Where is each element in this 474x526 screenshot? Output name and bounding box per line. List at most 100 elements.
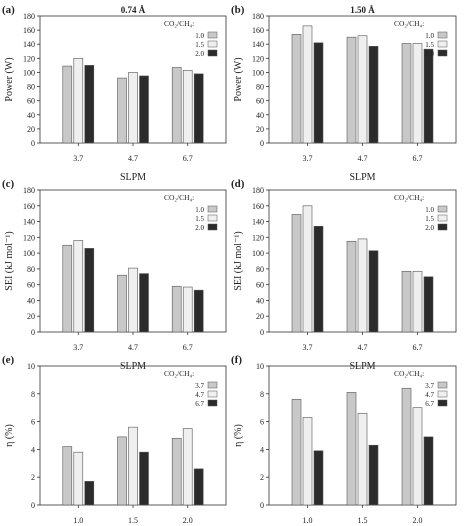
y-tick-label: 40 — [27, 111, 35, 120]
x-axis-label: SLPM — [349, 361, 375, 372]
y-tick-label: 160 — [23, 26, 35, 35]
bar-a-1.0-3.7 — [62, 65, 73, 144]
y-tick-label: 0 — [31, 501, 35, 510]
y-tick-label: 20 — [27, 312, 35, 321]
bar-a-1.5-6.7 — [182, 70, 193, 144]
chart-panel-c: 0 20 40 60 80 100 120 140 160 180 SEI (kJ mol⁻¹) 3.… — [2, 178, 227, 372]
bar-b-1.0-6.7 — [401, 43, 412, 144]
bar-a-1.0-4.7 — [117, 77, 127, 144]
bar-f-4.7-1.0 — [302, 417, 313, 506]
y-tick-label: 100 — [23, 68, 35, 77]
y-tick-label: 100 — [252, 68, 264, 77]
x-tick-label: 1.5 — [128, 516, 138, 525]
legend-label: 1.5 — [425, 41, 434, 49]
panel-label: (e) — [2, 354, 15, 366]
y-tick-label: 10 — [256, 362, 264, 371]
legend-label: 6.7 — [195, 400, 204, 408]
y-tick-label: 80 — [27, 83, 35, 92]
legend-swatch — [207, 31, 218, 39]
bar-e-4.7-2.0 — [182, 428, 193, 506]
y-tick-label: 100 — [23, 249, 35, 258]
bar-d-1.0-6.7 — [401, 270, 412, 333]
bar-e-4.7-1.0 — [73, 451, 84, 506]
bar-f-4.7-1.5 — [357, 412, 368, 506]
bar-c-2.0-4.7 — [139, 273, 149, 333]
y-tick-label: 120 — [23, 54, 35, 63]
y-tick-label: 6 — [31, 418, 35, 427]
legend-label: 1.0 — [425, 32, 434, 40]
x-axis-label: SLPM — [120, 172, 146, 183]
y-tick-label: 80 — [27, 265, 35, 274]
x-tick-label: 3.7 — [303, 343, 313, 352]
x-tick-label: 6.7 — [413, 154, 423, 163]
bar-f-6.7-2.0 — [423, 436, 434, 506]
y-tick-label: 0 — [31, 139, 35, 148]
legend-title: CO₂/CH₄: — [164, 193, 194, 202]
y-tick-label: 10 — [27, 362, 35, 371]
x-axis-label: SLPM — [349, 172, 375, 183]
x-tick-label: 1.0 — [303, 516, 313, 525]
bar-a-2.0-6.7 — [193, 73, 204, 144]
chart-panel-d: 0 20 40 60 80 100 120 140 160 180 SEI (kJ mol⁻¹) 3.… — [231, 178, 457, 372]
y-tick-label: 60 — [256, 281, 264, 290]
x-tick-label: 3.7 — [73, 343, 83, 352]
legend-swatch — [437, 49, 448, 57]
y-tick-label: 6 — [260, 418, 264, 427]
y-tick-label: 180 — [252, 12, 264, 21]
y-tick-label: 120 — [252, 233, 264, 242]
bar-e-6.7-1.0 — [84, 481, 95, 506]
bar-b-1.5-4.7 — [357, 35, 368, 144]
bar-e-4.7-1.5 — [128, 426, 138, 506]
legend-label: 1.5 — [195, 215, 204, 223]
bar-b-2.0-6.7 — [423, 48, 434, 144]
bar-f-3.7-1.0 — [291, 399, 302, 506]
x-tick-label: 4.7 — [128, 154, 138, 163]
panel-label: (c) — [2, 178, 15, 190]
legend-swatch — [437, 381, 448, 389]
legend-swatch — [207, 40, 218, 48]
bar-e-3.7-1.0 — [62, 446, 73, 506]
y-axis-label: Power (W) — [4, 57, 15, 101]
y-axis-label: Power (W) — [233, 57, 244, 101]
x-tick-label: 1.0 — [73, 516, 83, 525]
legend-swatch — [437, 31, 448, 39]
legend-label: 2.0 — [195, 50, 204, 58]
legend-swatch — [207, 223, 218, 231]
panel-label: (f) — [231, 354, 242, 366]
panel-label: (d) — [231, 178, 245, 190]
legend-swatch — [437, 399, 448, 407]
y-tick-label: 8 — [31, 390, 35, 399]
x-tick-label: 6.7 — [183, 343, 193, 352]
chart-panel-a: 0 20 40 60 80 100 120 140 160 180 Power (W) 3.7 4.7 6… — [2, 4, 227, 183]
y-tick-label: 140 — [252, 40, 264, 49]
x-tick-label: 1.5 — [358, 516, 368, 525]
x-tick-label: 4.7 — [358, 154, 368, 163]
panel-label: (b) — [231, 4, 245, 16]
bar-e-3.7-1.5 — [117, 436, 127, 506]
bar-d-1.0-3.7 — [291, 214, 302, 333]
x-tick-label: 4.7 — [358, 343, 368, 352]
legend-label: 3.7 — [195, 382, 204, 390]
legend-swatch — [207, 381, 218, 389]
bar-f-6.7-1.5 — [368, 444, 379, 506]
bar-b-2.0-4.7 — [368, 46, 379, 144]
legend-label: 2.0 — [425, 224, 434, 232]
bar-a-2.0-4.7 — [139, 75, 149, 144]
legend-title: CO₂/CH₄: — [394, 193, 424, 202]
legend-swatch — [207, 390, 218, 398]
bar-b-2.0-3.7 — [313, 42, 324, 144]
legend-swatch — [207, 214, 218, 222]
legend-swatch — [207, 399, 218, 407]
legend-title: CO₂/CH₄: — [164, 19, 194, 28]
y-tick-label: 0 — [31, 328, 35, 337]
legend-swatch — [437, 214, 448, 222]
y-tick-label: 20 — [256, 312, 264, 321]
y-tick-label: 140 — [252, 218, 264, 227]
legend-swatch — [437, 40, 448, 48]
x-tick-label: 2.0 — [413, 516, 423, 525]
bar-c-1.5-3.7 — [73, 240, 84, 333]
y-tick-label: 60 — [27, 281, 35, 290]
bar-d-2.0-6.7 — [423, 276, 434, 333]
legend-label: 2.0 — [195, 224, 204, 232]
